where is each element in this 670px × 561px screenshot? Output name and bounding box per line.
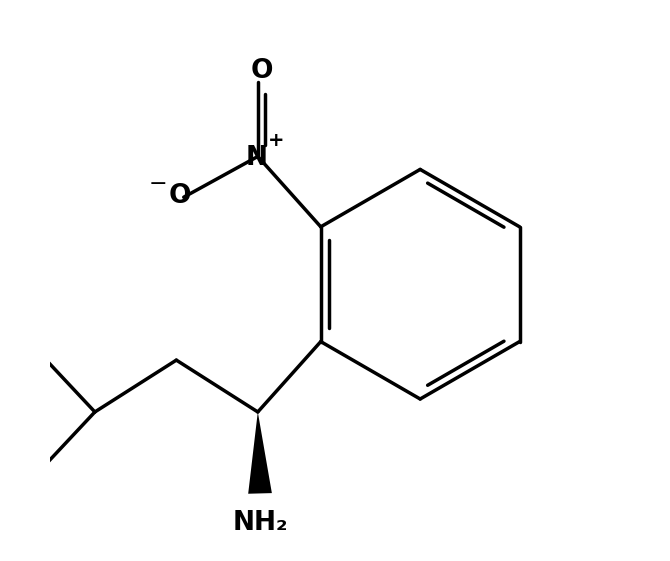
Text: NH₂: NH₂	[232, 510, 288, 536]
Text: O: O	[251, 58, 273, 84]
Polygon shape	[248, 412, 272, 494]
Text: O: O	[169, 183, 192, 209]
Text: N: N	[245, 145, 267, 171]
Text: −: −	[149, 174, 167, 194]
Text: +: +	[268, 131, 285, 150]
